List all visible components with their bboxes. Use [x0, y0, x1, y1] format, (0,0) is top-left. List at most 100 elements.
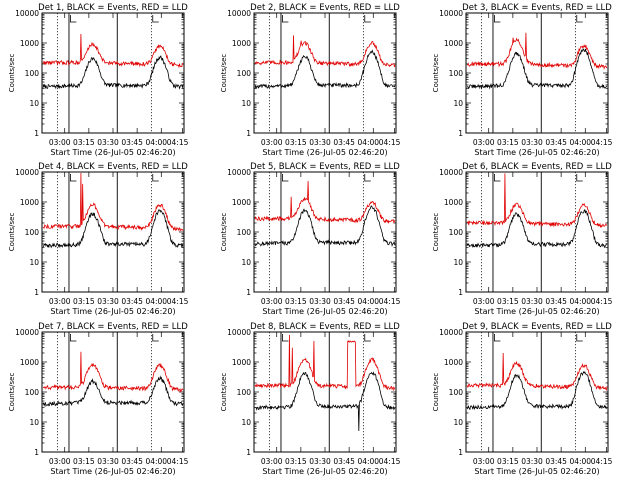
x-tick-label: 04:00 — [145, 138, 167, 147]
chart-title: Det 8, BLACK = Events, RED = LLD — [250, 322, 400, 332]
chart-title: Det 3, BLACK = Events, RED = LLD — [462, 3, 612, 13]
y-tick-label: 1 — [34, 129, 39, 138]
y-axis-label: Counts/sec — [220, 373, 228, 412]
top-marker — [152, 15, 159, 23]
y-tick-label: 10000 — [227, 328, 251, 337]
y-tick-label: 10 — [29, 99, 39, 108]
x-axis-label: Start Time (26-Jul-05 02:46:20) — [262, 307, 387, 316]
y-tick-label: 1 — [246, 288, 251, 297]
x-tick-label: 04:15 — [379, 138, 401, 147]
chart-panel-8: Det 8, BLACK = Events, RED = LLD 1 10 100 10… — [220, 322, 401, 476]
y-tick-label: 1 — [34, 288, 39, 297]
x-tick-label: 04:00 — [357, 138, 379, 147]
y-tick-label: 100 — [25, 69, 40, 78]
top-marker — [152, 174, 159, 182]
x-tick-label: 03:00 — [473, 457, 495, 466]
y-tick-label: 1000 — [444, 39, 463, 48]
x-tick-label: 03:15 — [285, 297, 307, 306]
y-tick-label: 1000 — [20, 358, 39, 367]
x-tick-label: 03:00 — [49, 297, 71, 306]
x-axis-label: Start Time (26-Jul-05 02:46:20) — [50, 467, 175, 476]
y-tick-label: 100 — [449, 388, 464, 397]
x-tick-label: 03:30 — [97, 297, 119, 306]
y-tick-label: 1 — [246, 448, 251, 457]
top-marker — [70, 334, 77, 342]
lld-series-line — [467, 32, 608, 70]
y-tick-label: 10000 — [439, 168, 463, 177]
x-tick-label: 03:30 — [521, 297, 543, 306]
lld-series-line — [254, 334, 396, 392]
x-tick-label: 04:00 — [569, 138, 591, 147]
plot-frame — [41, 171, 185, 293]
y-tick-label: 1000 — [20, 198, 39, 207]
x-axis-label: Start Time (26-Jul-05 02:46:20) — [474, 148, 599, 157]
plot-frame — [465, 171, 609, 293]
top-marker — [364, 334, 371, 342]
top-marker — [70, 15, 77, 23]
x-tick-label: 03:45 — [333, 138, 355, 147]
events-series-line — [42, 375, 184, 407]
lld-series-line — [42, 172, 184, 232]
y-tick-label: 1000 — [232, 358, 251, 367]
top-marker — [494, 334, 501, 342]
plot-frame — [41, 331, 185, 453]
chart-title: Det 9, BLACK = Events, RED = LLD — [462, 322, 612, 332]
y-tick-label: 10 — [453, 258, 463, 267]
x-tick-label: 03:15 — [285, 138, 307, 147]
y-tick-label: 10 — [29, 258, 39, 267]
y-tick-label: 10 — [29, 418, 39, 427]
lld-series-line — [466, 173, 608, 228]
y-tick-label: 100 — [25, 388, 40, 397]
chart-panel-3: Det 3, BLACK = Events, RED = LLD 1 10 100 10… — [432, 3, 613, 157]
x-tick-label: 03:00 — [261, 297, 283, 306]
top-marker — [576, 15, 583, 23]
x-tick-label: 03:30 — [97, 457, 119, 466]
top-marker — [494, 15, 501, 23]
chart-title: Det 6, BLACK = Events, RED = LLD — [462, 162, 612, 172]
y-tick-label: 10 — [453, 99, 463, 108]
events-series-line — [254, 205, 396, 248]
x-axis-label: Start Time (26-Jul-05 02:46:20) — [474, 467, 599, 476]
y-tick-label: 1000 — [20, 39, 39, 48]
chart-panel-7: Det 7, BLACK = Events, RED = LLD 1 10 100 10… — [8, 322, 189, 476]
y-tick-label: 1000 — [232, 198, 251, 207]
lld-series-line — [42, 351, 184, 393]
x-tick-label: 03:30 — [97, 138, 119, 147]
x-tick-label: 04:15 — [167, 457, 189, 466]
plot-frame — [465, 12, 609, 134]
y-tick-label: 100 — [237, 228, 252, 237]
y-tick-label: 10000 — [15, 168, 39, 177]
x-tick-label: 04:00 — [357, 297, 379, 306]
x-tick-label: 03:15 — [73, 297, 95, 306]
y-tick-label: 10000 — [15, 328, 39, 337]
x-tick-label: 04:00 — [145, 297, 167, 306]
y-tick-label: 10000 — [15, 9, 39, 18]
x-axis-label: Start Time (26-Jul-05 02:46:20) — [50, 307, 175, 316]
y-tick-label: 10000 — [227, 168, 251, 177]
top-marker — [364, 174, 371, 182]
x-tick-label: 04:15 — [591, 297, 613, 306]
x-tick-label: 03:00 — [49, 138, 71, 147]
x-tick-label: 03:30 — [521, 138, 543, 147]
events-series-line — [466, 48, 608, 90]
x-tick-label: 03:45 — [333, 297, 355, 306]
x-tick-label: 03:45 — [121, 297, 143, 306]
x-tick-label: 03:30 — [309, 457, 331, 466]
y-tick-label: 10 — [453, 418, 463, 427]
plot-frame — [253, 12, 397, 134]
x-tick-label: 03:15 — [497, 138, 519, 147]
x-tick-label: 03:15 — [497, 457, 519, 466]
chart-panel-1: Det 1, BLACK = Events, RED = LLD 1 10 100 10… — [8, 3, 189, 157]
events-series-line — [466, 209, 608, 249]
y-axis-label: Counts/sec — [220, 54, 228, 93]
x-tick-label: 03:30 — [521, 457, 543, 466]
x-tick-label: 03:00 — [473, 297, 495, 306]
x-tick-label: 03:00 — [261, 457, 283, 466]
lld-series-line — [254, 181, 396, 224]
x-tick-label: 04:00 — [569, 457, 591, 466]
x-tick-label: 03:45 — [545, 138, 567, 147]
y-axis-label: Counts/sec — [220, 213, 228, 252]
chart-panel-4: Det 4, BLACK = Events, RED = LLD 1 10 100 10… — [8, 162, 189, 316]
y-tick-label: 10000 — [439, 328, 463, 337]
y-tick-label: 1 — [246, 129, 251, 138]
